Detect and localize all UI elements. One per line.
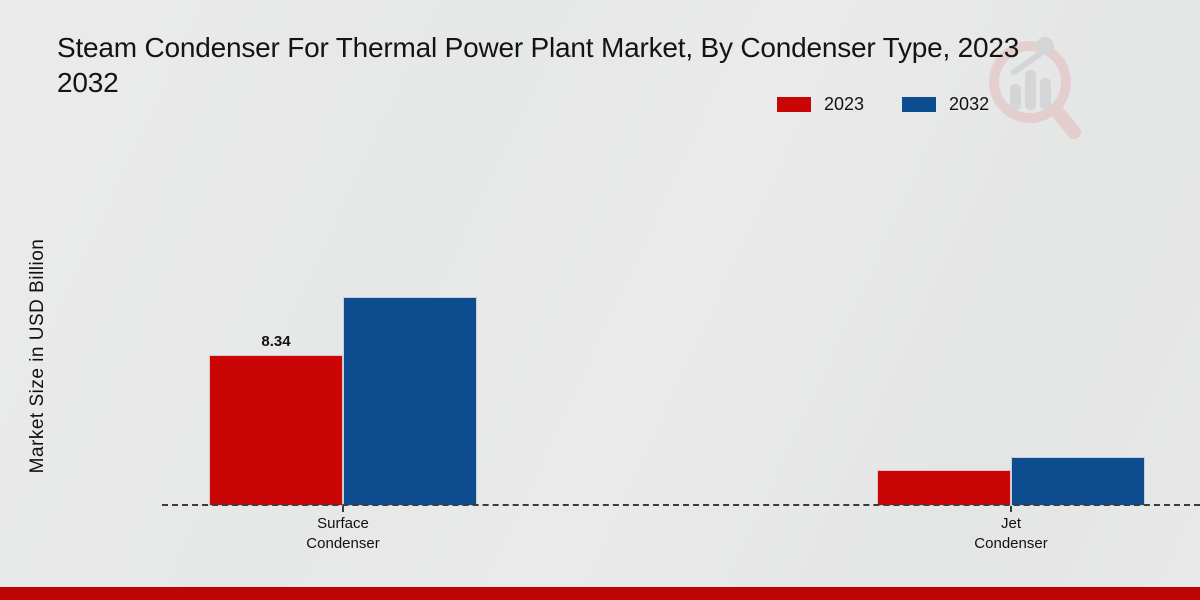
legend-swatch-2032 <box>902 97 937 112</box>
x-label-jet-condenser: Jet Condenser <box>974 514 1047 554</box>
bar-2032-jet-condenser <box>1011 457 1145 506</box>
bar-2023-jet-condenser <box>877 470 1011 506</box>
x-label-surface-line2: Condenser <box>306 535 380 552</box>
x-label-surface-line1: Surface <box>317 515 369 532</box>
bar-2023-surface-condenser <box>209 355 343 506</box>
legend: 2023 2032 <box>777 94 989 115</box>
magnifier-bars-icon <box>989 37 1081 139</box>
legend-label-2023: 2023 <box>824 94 865 114</box>
x-label-surface-condenser: Surface Condenser <box>306 514 379 554</box>
footer-accent-bar <box>0 587 1200 600</box>
x-axis-baseline <box>162 504 1200 506</box>
data-label-surface-2023: 8.34 <box>261 333 291 350</box>
chart-title-line1: Steam Condenser For Thermal Power Plant … <box>57 32 1020 63</box>
x-label-jet-line2: Condenser <box>974 535 1048 552</box>
x-tick-surface-condenser <box>342 506 344 512</box>
chart-title: Steam Condenser For Thermal Power Plant … <box>57 30 1019 100</box>
legend-swatch-2023 <box>777 97 811 112</box>
legend-label-2032: 2032 <box>949 94 990 114</box>
bar-2032-surface-condenser <box>343 297 477 506</box>
legend-item-2023: 2023 <box>777 94 864 115</box>
chart-title-line2: 2032 <box>57 67 119 98</box>
x-tick-jet-condenser <box>1010 506 1012 512</box>
legend-item-2032: 2032 <box>902 94 989 115</box>
x-label-jet-line1: Jet <box>1000 515 1022 532</box>
market-research-logo-watermark <box>988 32 1088 147</box>
